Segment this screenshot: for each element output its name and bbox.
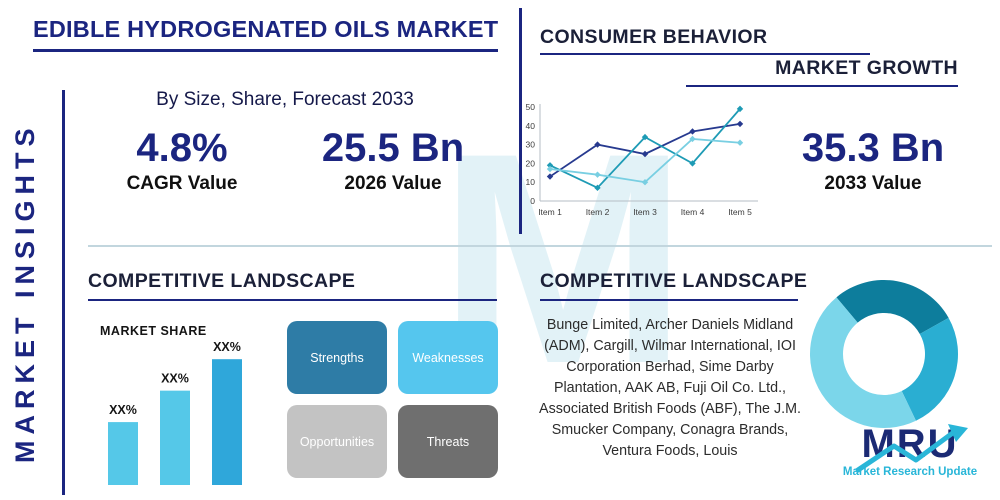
page-subtitle: By Size, Share, Forecast 2033 xyxy=(156,89,414,110)
svg-text:20: 20 xyxy=(526,158,536,168)
swot-threats-box: Threats xyxy=(398,405,498,478)
svg-text:Item 2: Item 2 xyxy=(586,207,610,217)
swot-strengths-label: Strengths xyxy=(310,350,364,365)
top-vertical-divider xyxy=(519,8,522,234)
svg-text:0: 0 xyxy=(530,196,535,206)
stat-cagr: 4.8% CAGR Value xyxy=(92,126,272,195)
market-share-bar-chart: XX% XX% XX% xyxy=(108,340,242,485)
competitive-landscape-left-heading: COMPETITIVE LANDSCAPE xyxy=(88,270,356,292)
stat-2033: 35.3 Bn 2033 Value xyxy=(778,126,968,195)
svg-text:Item 3: Item 3 xyxy=(633,207,657,217)
mru-logo-text: MRU xyxy=(861,422,959,466)
title-underline xyxy=(33,49,498,52)
competitive-landscape-right-underline xyxy=(540,299,798,301)
competitive-landscape-right-heading: COMPETITIVE LANDSCAPE xyxy=(540,270,808,292)
svg-text:XX%: XX% xyxy=(161,372,189,386)
competitive-donut-chart xyxy=(810,279,958,428)
svg-text:30: 30 xyxy=(526,140,536,150)
svg-text:50: 50 xyxy=(526,102,536,112)
svg-text:10: 10 xyxy=(526,177,536,187)
swot-opportunities-box: Opportunities xyxy=(287,405,387,478)
stat-2026: 25.5 Bn 2026 Value xyxy=(298,126,488,195)
value-2026: 25.5 Bn xyxy=(321,126,465,170)
value-2033-label: 2033 Value xyxy=(824,173,922,194)
swot-weaknesses-box: Weaknesses xyxy=(398,321,498,394)
mid-horizontal-divider xyxy=(88,245,992,247)
swot-weaknesses-label: Weaknesses xyxy=(412,350,484,365)
companies-text: Bunge Limited, Archer Daniels Midland (A… xyxy=(539,317,801,460)
consumer-behavior-heading: CONSUMER BEHAVIOR xyxy=(540,26,768,48)
page-title: EDIBLE HYDROGENATED OILS MARKET xyxy=(33,16,499,42)
market-growth-underline xyxy=(686,85,958,87)
mru-logo: MRU Market Research Update xyxy=(828,424,992,478)
cagr-label: CAGR Value xyxy=(126,173,238,194)
swot-strengths-box: Strengths xyxy=(287,321,387,394)
market-insights-vertical-label: MARKET INSIGHTS xyxy=(10,122,40,464)
svg-text:XX%: XX% xyxy=(213,340,241,354)
svg-text:Item 5: Item 5 xyxy=(728,207,752,217)
market-share-label: MARKET SHARE xyxy=(100,324,207,338)
svg-text:40: 40 xyxy=(526,121,536,131)
svg-text:Item 4: Item 4 xyxy=(681,207,705,217)
mru-logo-tagline: Market Research Update xyxy=(842,466,978,478)
svg-text:XX%: XX% xyxy=(109,403,137,417)
value-2033: 35.3 Bn xyxy=(801,126,945,170)
consumer-behavior-underline xyxy=(540,53,870,55)
side-vertical-rule xyxy=(62,90,65,495)
value-2026-label: 2026 Value xyxy=(344,173,442,194)
swot-opportunities-label: Opportunities xyxy=(299,434,375,449)
competitive-landscape-left-underline xyxy=(88,299,497,301)
swot-threats-label: Threats xyxy=(426,434,470,449)
svg-text:Item 1: Item 1 xyxy=(538,207,562,217)
market-growth-heading: MARKET GROWTH xyxy=(775,57,958,79)
cagr-value: 4.8% xyxy=(136,126,228,170)
market-growth-line-chart: 0 10 20 30 40 50 Item 1 Item 2 Item 3 Item 4 Item … xyxy=(526,102,758,217)
